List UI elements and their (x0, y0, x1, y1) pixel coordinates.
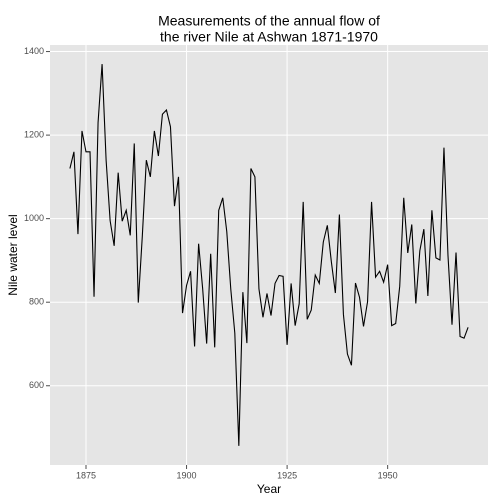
y-tick-label: 1400 (24, 46, 44, 56)
data-line (69, 64, 469, 446)
x-tick-label: 1950 (378, 470, 398, 480)
x-tick-label: 1900 (177, 470, 197, 480)
y-tick-label: 1000 (24, 213, 44, 223)
chart-title: Measurements of the annual flow of (158, 13, 380, 29)
x-tick-label: 1925 (277, 470, 297, 480)
plot-panel (50, 45, 488, 465)
x-axis-label: Year (257, 482, 281, 496)
chart-title: the river Nile at Ashwan 1871-1970 (160, 29, 378, 45)
y-tick-label: 1200 (24, 129, 44, 139)
y-tick-label: 800 (29, 297, 44, 307)
y-tick-label: 600 (29, 380, 44, 390)
y-axis-label: Nile water level (6, 214, 20, 295)
x-tick-label: 1875 (76, 470, 96, 480)
